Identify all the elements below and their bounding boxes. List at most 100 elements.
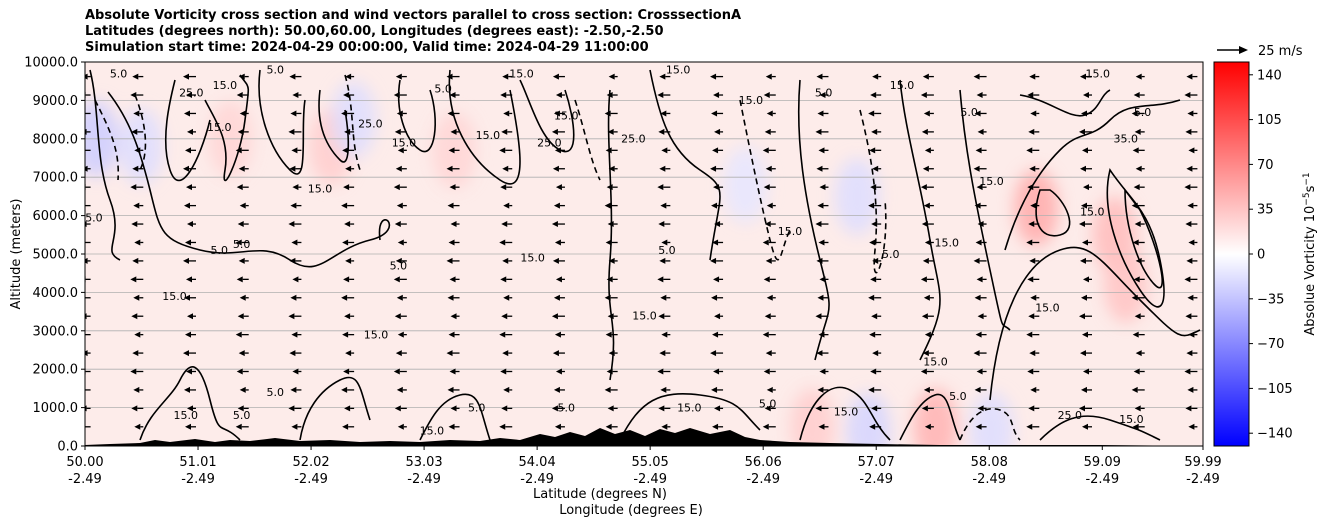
wind-vector-head (819, 368, 826, 375)
contour-label: 15.0 (308, 183, 333, 196)
wind-vector-head (923, 202, 930, 209)
contour-line (574, 99, 601, 181)
wind-vector-head (79, 424, 85, 430)
wind-vector-head (657, 184, 664, 191)
wind-vector-head (710, 350, 717, 357)
contour-line (448, 69, 521, 185)
wind-vector-head (1186, 165, 1193, 172)
wind-vector-head (1185, 128, 1192, 135)
wind-vector-head (447, 294, 454, 301)
wind-vector-head (131, 128, 138, 135)
wind-vector-head (870, 276, 877, 283)
colorbar-tick-label: 140 (1257, 68, 1282, 83)
wind-vector-head (552, 165, 559, 172)
colorbar-tick-label: −70 (1257, 337, 1284, 352)
wind-vector-head (605, 423, 612, 430)
wind-vector-head (604, 202, 611, 209)
wind-vector-head (608, 73, 615, 80)
wind-vector-head (766, 202, 773, 209)
contour-line (344, 74, 361, 171)
wind-vector-head (922, 350, 929, 357)
wind-vector-head (1082, 184, 1089, 191)
wind-vector-head (922, 257, 929, 264)
wind-vector-head (1080, 110, 1087, 117)
wind-vector-head (187, 313, 194, 320)
contour-label: 25.0 (1058, 409, 1083, 422)
wind-vector-head (713, 184, 720, 191)
wind-vector-head (554, 147, 561, 154)
wind-vector-head (658, 128, 665, 135)
wind-vector-head (85, 221, 87, 228)
wind-vector-head (1029, 165, 1036, 172)
wind-vector-head (78, 295, 84, 301)
wind-vector-head (1188, 423, 1195, 430)
wind-vector-head (239, 294, 246, 301)
wind-vector-head (1184, 368, 1191, 375)
wind-vector-head (1186, 350, 1193, 357)
wind-vector-head (1187, 202, 1194, 209)
chart-title-line-1: Absolute Vorticity cross section and win… (85, 8, 742, 23)
wind-vector-head (920, 92, 927, 99)
wind-vector-head (132, 73, 139, 80)
wind-vector-head (344, 128, 351, 135)
contour-label: 25.0 (358, 117, 383, 130)
wind-vector-head (763, 184, 770, 191)
wind-vector-head (555, 276, 562, 283)
contour-label: 15.0 (677, 401, 702, 414)
contour-line (607, 89, 615, 381)
wind-vector-head (1082, 276, 1089, 283)
wind-vector-head (657, 276, 664, 283)
contour-line (258, 69, 306, 175)
wind-vector-head (503, 202, 510, 209)
wind-vector-head (79, 239, 85, 245)
wind-vector-head (1029, 350, 1036, 357)
wind-vector-head (710, 257, 717, 264)
wind-vector-head (815, 313, 822, 320)
wind-vector-head (450, 313, 457, 320)
wind-vector-head (552, 73, 559, 80)
y-tick-label: 5000.0 (33, 248, 79, 263)
wind-vector-head (394, 405, 401, 412)
wind-vector-head (134, 147, 141, 154)
wind-vector-head (341, 294, 348, 301)
wind-vector-head (446, 350, 453, 357)
wind-vector-head (607, 405, 614, 412)
contour-label: 5.0 (110, 67, 128, 80)
wind-vector-head (345, 257, 352, 264)
wind-vector-head (604, 386, 611, 393)
y-axis-label: Altitude (meters) (9, 199, 24, 310)
wind-vector-head (606, 92, 613, 99)
wind-vector-head (292, 184, 299, 191)
wind-vector-head (238, 165, 245, 172)
wind-vector-head (871, 221, 878, 228)
wind-vector-head (85, 73, 88, 80)
quiver-key-arrow-head (1239, 46, 1248, 54)
wind-vector-head (1187, 386, 1194, 393)
wind-vector-head (447, 202, 454, 209)
wind-vector-head (552, 350, 559, 357)
y-tick-label: 1000.0 (33, 401, 79, 416)
contour-line (164, 79, 211, 182)
contour-label: 5.0 (211, 244, 229, 257)
contour-line (134, 94, 147, 171)
wind-vector-head (872, 73, 879, 80)
wind-vector-head (130, 184, 137, 191)
wind-vector-head (236, 276, 243, 283)
wind-vector-head (446, 257, 453, 264)
contour-label: 5.0 (759, 398, 777, 411)
wind-vector-head (816, 257, 823, 264)
wind-vector-head (183, 350, 190, 357)
contour-line (859, 109, 887, 274)
wind-vector-head (1081, 423, 1088, 430)
wind-vector-head (815, 405, 822, 412)
wind-vector-head (869, 239, 876, 246)
wind-vector-head (345, 350, 352, 357)
contour-label: 15.0 (476, 129, 501, 142)
wind-vector-head (131, 313, 138, 320)
wind-vector-head (1079, 350, 1086, 357)
wind-vector-head (446, 73, 453, 80)
wind-vector-head (555, 368, 562, 375)
wind-vector-head (1028, 221, 1035, 228)
wind-vector-head (660, 202, 667, 209)
wind-vector-head (658, 313, 665, 320)
